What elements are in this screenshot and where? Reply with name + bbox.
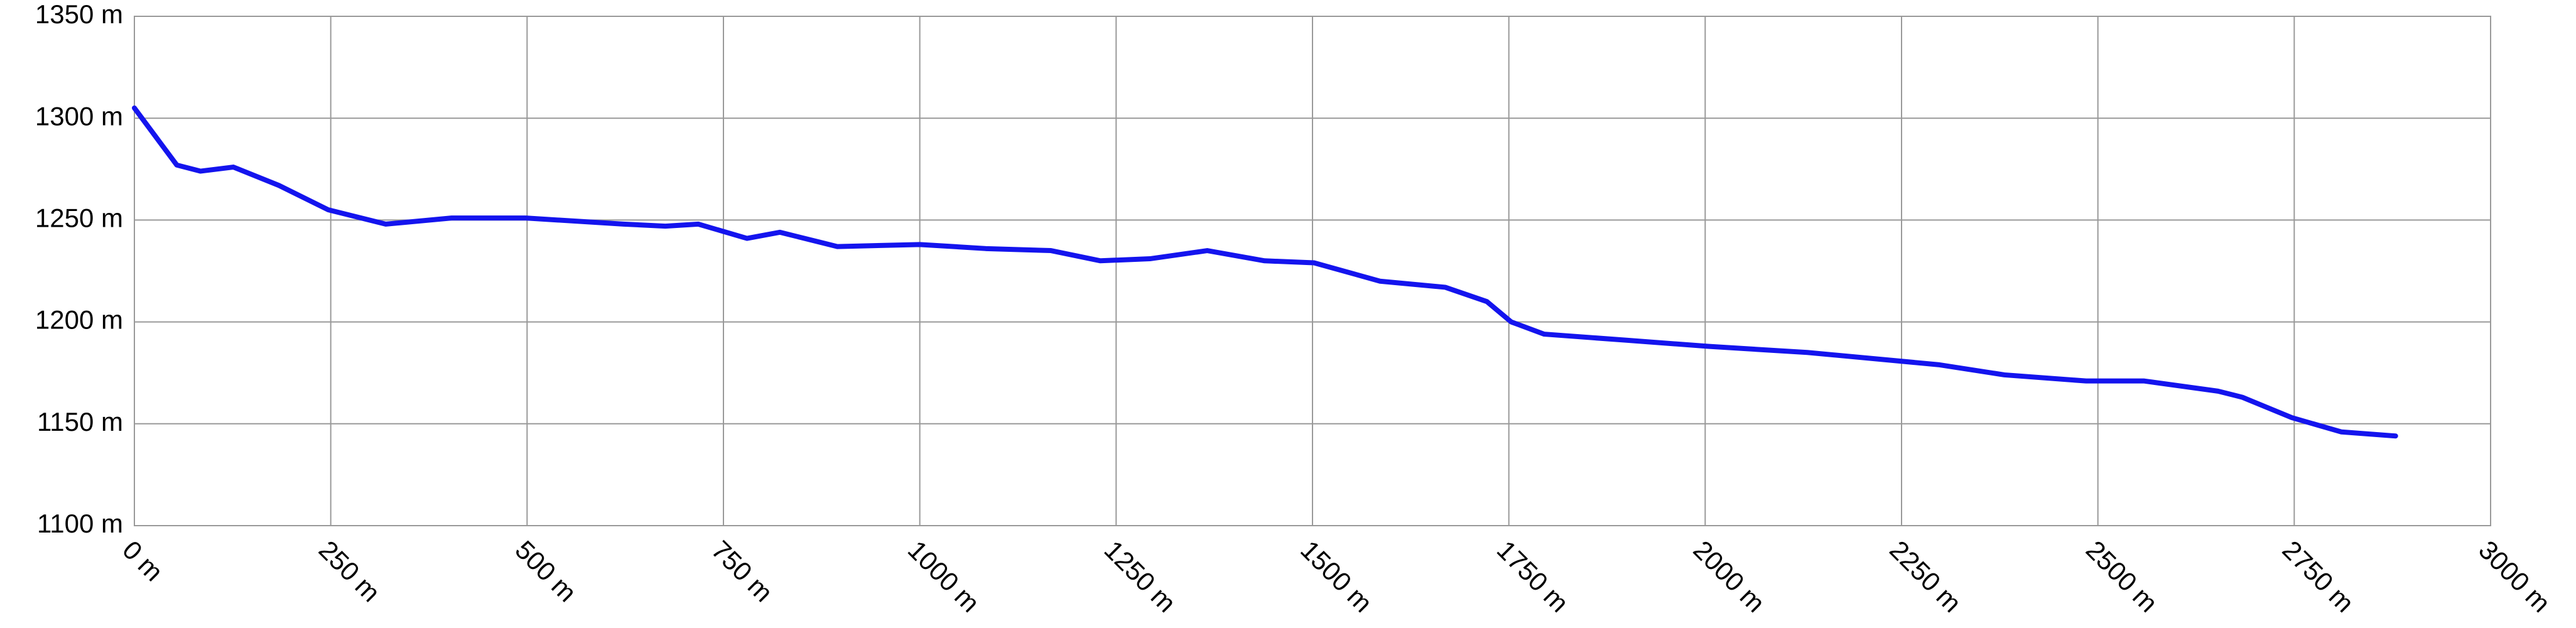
- y-tick-label: 1150 m: [37, 407, 123, 436]
- x-tick-label: 250 m: [313, 535, 386, 608]
- x-tick-label: 2250 m: [1884, 535, 1967, 618]
- elevation-line: [132, 105, 2398, 439]
- x-tick-label: 1750 m: [1491, 535, 1574, 618]
- y-tick-label: 1300 m: [35, 101, 123, 131]
- y-tick-label: 1250 m: [35, 203, 123, 232]
- x-tick-label: 2750 m: [2276, 535, 2359, 618]
- y-tick-label: 1350 m: [35, 0, 123, 29]
- x-tick-label: 2500 m: [2081, 535, 2163, 618]
- x-tick-label: 1000 m: [902, 535, 985, 618]
- x-tick-label: 2000 m: [1687, 535, 1770, 618]
- y-tick-label: 1200 m: [35, 305, 123, 335]
- x-tick-label: 0 m: [117, 535, 169, 587]
- x-tick-label: 3000 m: [2473, 535, 2556, 618]
- x-tick-label: 500 m: [509, 535, 582, 608]
- x-tick-label: 1250 m: [1098, 535, 1181, 618]
- x-tick-label: 750 m: [706, 535, 779, 608]
- x-tick-label: 1500 m: [1295, 535, 1378, 618]
- y-tick-label: 1100 m: [37, 509, 123, 538]
